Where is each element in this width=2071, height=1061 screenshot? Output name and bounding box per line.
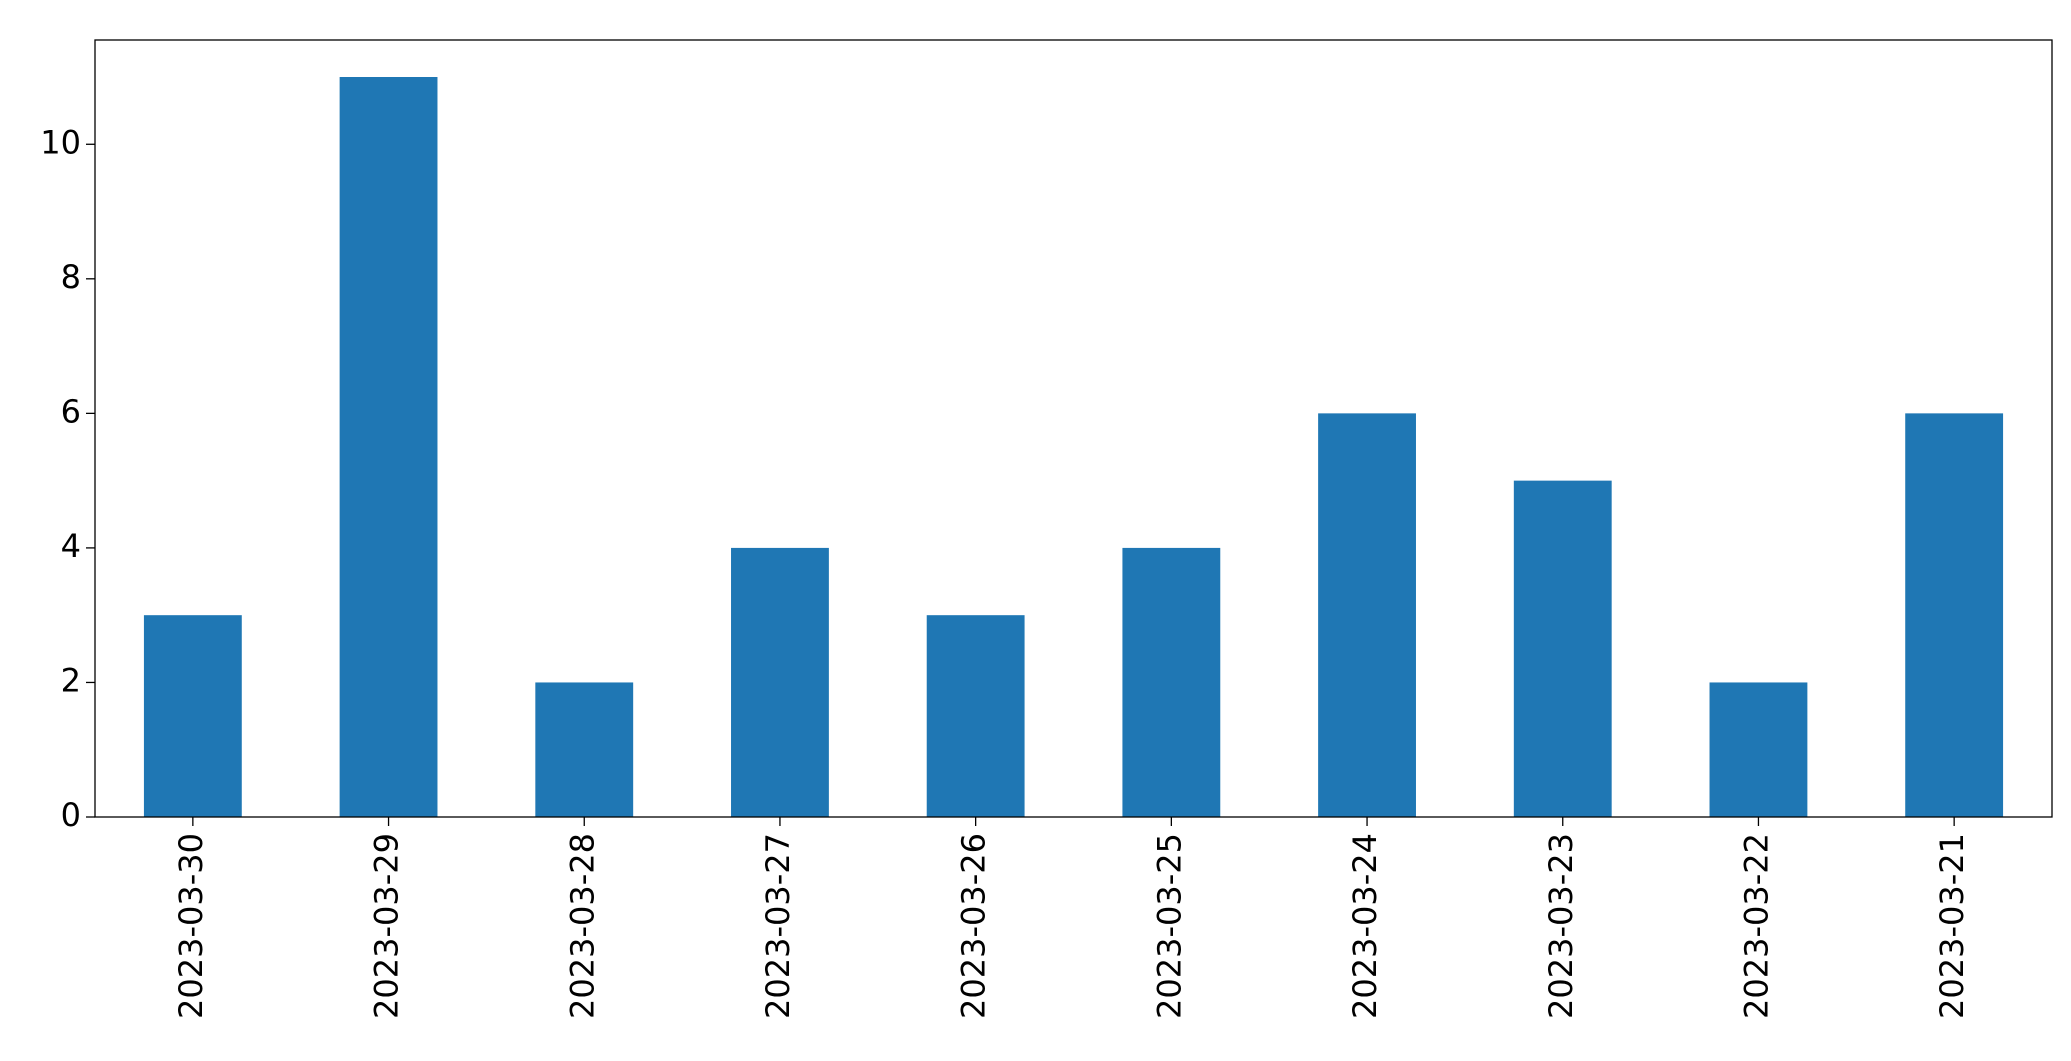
x-tick-label: 2023-03-27 <box>759 833 797 1019</box>
x-tick-label: 2023-03-24 <box>1346 833 1384 1019</box>
y-tick-label: 0 <box>61 796 81 834</box>
x-tick-label: 2023-03-23 <box>1542 833 1580 1019</box>
bar <box>926 615 1025 817</box>
bar <box>731 547 829 817</box>
bar <box>1122 547 1221 817</box>
y-tick-label: 4 <box>61 527 81 565</box>
bar <box>339 77 438 817</box>
x-tick-label: 2023-03-25 <box>1150 833 1188 1019</box>
y-tick-label: 2 <box>61 661 81 699</box>
y-tick-label: 10 <box>40 123 81 161</box>
bar <box>1709 682 1808 817</box>
x-tick-label: 2023-03-30 <box>172 833 210 1019</box>
plot-frame <box>94 39 2053 818</box>
x-tick-label: 2023-03-26 <box>955 833 993 1019</box>
x-tick-label: 2023-03-28 <box>563 833 601 1019</box>
bar <box>143 615 242 817</box>
x-tick-label: 2023-03-21 <box>1933 833 1971 1019</box>
bar <box>1905 413 2004 817</box>
x-tick-label: 2023-03-29 <box>368 833 406 1019</box>
bar <box>1318 413 1416 817</box>
y-tick-label: 6 <box>61 392 81 430</box>
x-tick-label: 2023-03-22 <box>1737 833 1775 1019</box>
bar <box>1513 480 1612 817</box>
bar <box>535 682 634 817</box>
y-tick-label: 8 <box>61 258 81 296</box>
